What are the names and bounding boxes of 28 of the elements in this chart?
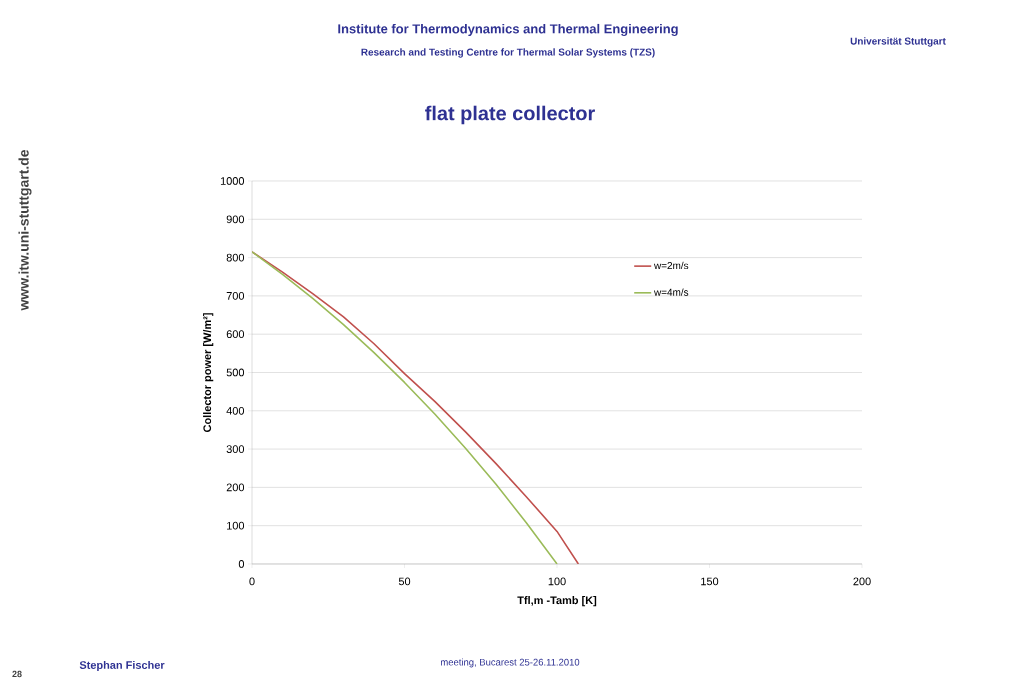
y-tick-label: 900: [226, 215, 245, 224]
x-axis-title: Tfl,m -Tamb [K]: [517, 596, 597, 607]
y-tick-label: 200: [226, 483, 245, 492]
text: www.itw.uni-stuttgart.de: [18, 149, 32, 311]
y-tick-label: 400: [226, 406, 245, 415]
text: Universität Stuttgart: [850, 37, 946, 47]
y-tick-label: 300: [226, 445, 245, 453]
legend-label: w=4m/s: [653, 288, 689, 296]
y-tick-label: 1000: [220, 177, 245, 185]
text: Stephan Fischer: [79, 660, 165, 672]
x-tick-label: 50: [398, 577, 411, 586]
y-tick-label: 700: [226, 292, 245, 300]
x-tick-label: 0: [249, 577, 255, 586]
text: Research and Testing Centre for Thermal Solar Systems (TZS): [361, 48, 655, 58]
x-tick-label: 150: [701, 577, 719, 586]
x-tick-label: 100: [548, 577, 566, 586]
y-tick-label: 500: [226, 368, 245, 377]
text: 28: [12, 670, 22, 678]
text: meeting, Bucarest 25-26.11.2010: [441, 658, 580, 668]
text: Institute for Thermodynamics and Thermal Engineering: [338, 23, 678, 37]
chart-title: flat plate collector: [425, 105, 595, 125]
y-tick-label: 600: [226, 330, 245, 339]
x-tick-label: 200: [853, 577, 871, 586]
y-axis-title: Collector power [W/m²]: [203, 313, 214, 432]
y-tick-label: 100: [227, 521, 245, 530]
y-tick-label: 800: [226, 253, 245, 262]
y-tick-label: 0: [238, 560, 245, 568]
legend-label: w=2m/s: [653, 261, 689, 270]
